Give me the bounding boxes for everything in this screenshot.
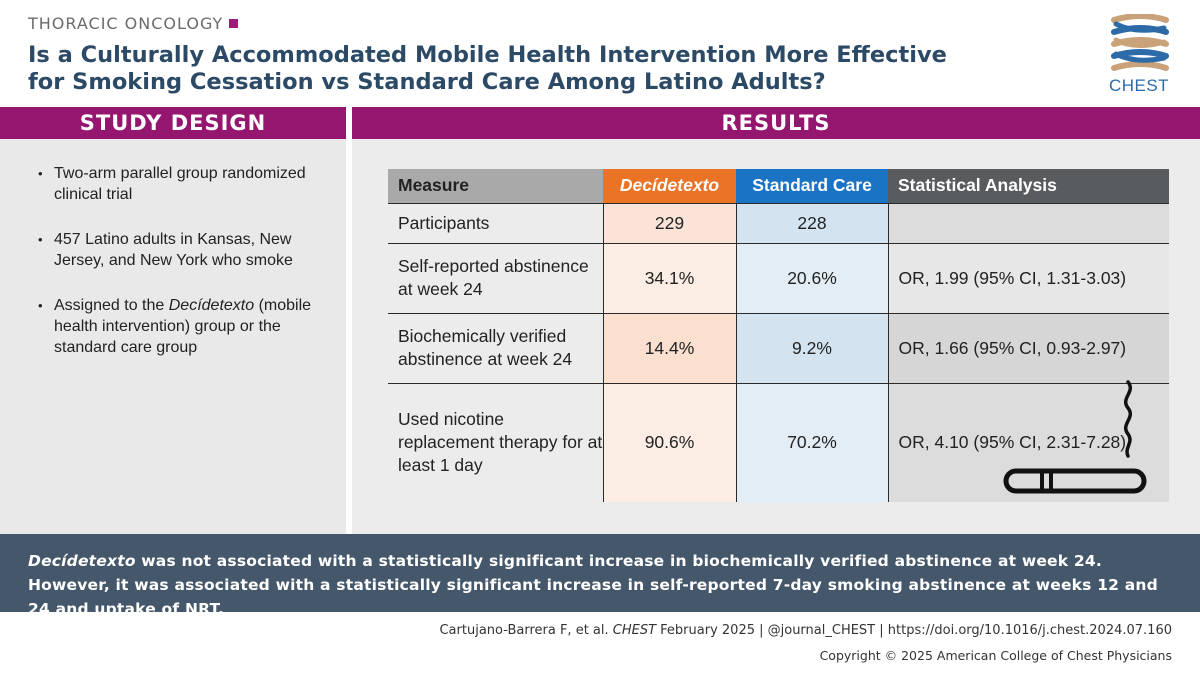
section-kicker: THORACIC ONCOLOGY xyxy=(28,14,239,33)
standard-care-cell: 20.6% xyxy=(736,242,889,313)
standard-care-cell: 70.2% xyxy=(736,382,889,502)
conclusion-banner: Decídetexto was not associated with a st… xyxy=(0,534,1200,618)
study-design-heading: STUDY DESIGN xyxy=(0,107,346,139)
column-header-measure: Measure xyxy=(388,169,603,203)
column-header-decidetexto: Decídetexto xyxy=(603,169,736,203)
table-header-row: Measure Decídetexto Standard Care Statis… xyxy=(388,169,1169,203)
list-item: Two-arm parallel group randomized clinic… xyxy=(38,163,338,205)
standard-care-cell: 228 xyxy=(736,202,889,243)
study-design-panel: Two-arm parallel group randomized clinic… xyxy=(0,139,346,534)
analysis-cell: OR, 4.10 (95% CI, 2.31-7.28) xyxy=(888,382,1169,502)
title-line-1: Is a Culturally Accommodated Mobile Heal… xyxy=(28,42,947,68)
results-table: Measure Decídetexto Standard Care Statis… xyxy=(388,169,1169,502)
results-heading: RESULTS xyxy=(352,107,1200,139)
measure-cell: Biochemically verified abstinence at wee… xyxy=(388,312,604,383)
header: THORACIC ONCOLOGY Is a Culturally Accomm… xyxy=(0,0,1200,106)
chest-logo-icon xyxy=(1111,14,1169,71)
list-item: 457 Latino adults in Kansas, New Jersey,… xyxy=(38,229,338,271)
analysis-cell xyxy=(888,202,1169,243)
table-row: Participants 229 228 xyxy=(388,202,1169,243)
kicker-square-icon xyxy=(229,19,239,28)
measure-cell: Participants xyxy=(388,202,604,243)
list-item: Assigned to the Decídetexto (mobile heal… xyxy=(38,295,338,358)
decidetexto-cell: 34.1% xyxy=(603,242,737,313)
title-line-2: for Smoking Cessation vs Standard Care A… xyxy=(28,69,826,95)
measure-cell: Used nicotine replacement therapy for at… xyxy=(388,382,604,502)
cigarette-icon xyxy=(1003,380,1147,494)
decidetexto-cell: 14.4% xyxy=(603,312,737,383)
table-row: Biochemically verified abstinence at wee… xyxy=(388,312,1169,383)
analysis-cell: OR, 1.99 (95% CI, 1.31-3.03) xyxy=(888,242,1169,313)
decidetexto-cell: 229 xyxy=(603,202,737,243)
study-design-list: Two-arm parallel group randomized clinic… xyxy=(38,163,338,382)
decidetexto-cell: 90.6% xyxy=(603,382,737,502)
citation: Cartujano-Barrera F, et al. CHEST Februa… xyxy=(439,623,1172,638)
table-row: Self-reported abstinence at week 24 34.1… xyxy=(388,242,1169,313)
logo-text: CHEST xyxy=(1108,76,1170,95)
page-title: Is a Culturally Accommodated Mobile Heal… xyxy=(28,42,1078,96)
column-header-statistical-analysis: Statistical Analysis xyxy=(888,169,1169,203)
table-row: Used nicotine replacement therapy for at… xyxy=(388,382,1169,502)
copyright: Copyright © 2025 American College of Che… xyxy=(819,648,1172,663)
measure-cell: Self-reported abstinence at week 24 xyxy=(388,242,604,313)
analysis-cell: OR, 1.66 (95% CI, 0.93-2.97) xyxy=(888,312,1169,383)
standard-care-cell: 9.2% xyxy=(736,312,889,383)
column-header-standard-care: Standard Care xyxy=(736,169,888,203)
